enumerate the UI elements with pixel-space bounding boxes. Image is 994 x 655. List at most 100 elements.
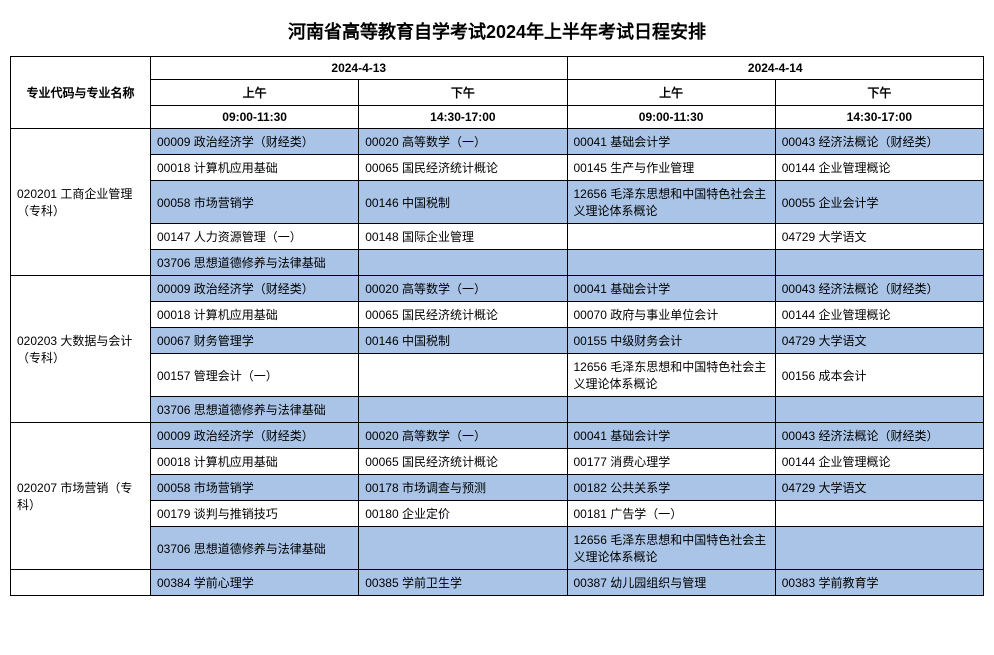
table-row: 00058 市场营销学00178 市场调查与预测00182 公共关系学04729… <box>11 475 984 501</box>
major-cell: 020203 大数据与会计（专科） <box>11 276 151 423</box>
course-cell: 00180 企业定价 <box>359 501 567 527</box>
course-cell: 00043 经济法概论（财经类） <box>775 129 983 155</box>
course-cell: 04729 大学语文 <box>775 475 983 501</box>
course-cell: 00156 成本会计 <box>775 354 983 397</box>
header-row-sessions: 上午 下午 上午 下午 <box>11 80 984 106</box>
course-cell: 00146 中国税制 <box>359 181 567 224</box>
session-header-3: 上午 <box>567 80 775 106</box>
course-cell: 00144 企业管理概论 <box>775 155 983 181</box>
schedule-table: 专业代码与专业名称 2024-4-13 2024-4-14 上午 下午 上午 下… <box>10 56 984 596</box>
table-row: 00018 计算机应用基础00065 国民经济统计概论00177 消费心理学00… <box>11 449 984 475</box>
course-cell: 00145 生产与作业管理 <box>567 155 775 181</box>
table-row: 00147 人力资源管理（一）00148 国际企业管理 04729 大学语文 <box>11 224 984 250</box>
course-cell <box>775 250 983 276</box>
course-cell: 00020 高等数学（一） <box>359 129 567 155</box>
major-cell: 020201 工商企业管理（专科） <box>11 129 151 276</box>
table-row: 020201 工商企业管理（专科）00009 政治经济学（财经类）00020 高… <box>11 129 984 155</box>
course-cell: 04729 大学语文 <box>775 224 983 250</box>
course-cell: 00146 中国税制 <box>359 328 567 354</box>
course-cell: 00058 市场营销学 <box>151 181 359 224</box>
course-cell: 00148 国际企业管理 <box>359 224 567 250</box>
course-cell: 00043 经济法概论（财经类） <box>775 423 983 449</box>
course-cell: 00178 市场调查与预测 <box>359 475 567 501</box>
course-cell: 12656 毛泽东思想和中国特色社会主义理论体系概论 <box>567 527 775 570</box>
course-cell <box>775 397 983 423</box>
table-row: 00018 计算机应用基础00065 国民经济统计概论00145 生产与作业管理… <box>11 155 984 181</box>
course-cell: 00147 人力资源管理（一） <box>151 224 359 250</box>
course-cell: 00041 基础会计学 <box>567 423 775 449</box>
course-cell: 00177 消费心理学 <box>567 449 775 475</box>
course-cell: 00385 学前卫生学 <box>359 570 567 596</box>
course-cell: 00070 政府与事业单位会计 <box>567 302 775 328</box>
course-cell: 00018 计算机应用基础 <box>151 155 359 181</box>
course-cell: 04729 大学语文 <box>775 328 983 354</box>
table-row: 00384 学前心理学00385 学前卫生学00387 幼儿园组织与管理0038… <box>11 570 984 596</box>
time-header-4: 14:30-17:00 <box>775 106 983 129</box>
course-cell: 03706 思想道德修养与法律基础 <box>151 527 359 570</box>
date-header-1: 2024-4-13 <box>151 57 568 80</box>
table-row: 03706 思想道德修养与法律基础 12656 毛泽东思想和中国特色社会主义理论体… <box>11 527 984 570</box>
header-row-dates: 专业代码与专业名称 2024-4-13 2024-4-14 <box>11 57 984 80</box>
table-row: 00157 管理会计（一） 12656 毛泽东思想和中国特色社会主义理论体系概论0… <box>11 354 984 397</box>
course-cell <box>359 527 567 570</box>
table-row: 03706 思想道德修养与法律基础 <box>11 397 984 423</box>
course-cell: 00009 政治经济学（财经类） <box>151 129 359 155</box>
table-body: 020201 工商企业管理（专科）00009 政治经济学（财经类）00020 高… <box>11 129 984 596</box>
course-cell: 00144 企业管理概论 <box>775 302 983 328</box>
course-cell: 12656 毛泽东思想和中国特色社会主义理论体系概论 <box>567 354 775 397</box>
table-row: 00179 谈判与推销技巧00180 企业定价00181 广告学（一） <box>11 501 984 527</box>
course-cell <box>359 397 567 423</box>
time-header-2: 14:30-17:00 <box>359 106 567 129</box>
course-cell: 00179 谈判与推销技巧 <box>151 501 359 527</box>
major-header: 专业代码与专业名称 <box>11 57 151 129</box>
table-row: 020203 大数据与会计（专科）00009 政治经济学（财经类）00020 高… <box>11 276 984 302</box>
course-cell: 00067 财务管理学 <box>151 328 359 354</box>
course-cell: 00058 市场营销学 <box>151 475 359 501</box>
table-row: 020207 市场营销（专科）00009 政治经济学（财经类）00020 高等数… <box>11 423 984 449</box>
course-cell: 00383 学前教育学 <box>775 570 983 596</box>
course-cell: 00157 管理会计（一） <box>151 354 359 397</box>
course-cell <box>775 527 983 570</box>
course-cell <box>567 397 775 423</box>
header-row-times: 09:00-11:30 14:30-17:00 09:00-11:30 14:3… <box>11 106 984 129</box>
course-cell: 00043 经济法概论（财经类） <box>775 276 983 302</box>
course-cell: 00055 企业会计学 <box>775 181 983 224</box>
course-cell: 00009 政治经济学（财经类） <box>151 276 359 302</box>
course-cell: 00181 广告学（一） <box>567 501 775 527</box>
course-cell: 00041 基础会计学 <box>567 129 775 155</box>
time-header-3: 09:00-11:30 <box>567 106 775 129</box>
course-cell: 00041 基础会计学 <box>567 276 775 302</box>
course-cell: 00065 国民经济统计概论 <box>359 302 567 328</box>
major-cell: 020207 市场营销（专科） <box>11 423 151 570</box>
table-row: 03706 思想道德修养与法律基础 <box>11 250 984 276</box>
course-cell: 00144 企业管理概论 <box>775 449 983 475</box>
course-cell: 00182 公共关系学 <box>567 475 775 501</box>
time-header-1: 09:00-11:30 <box>151 106 359 129</box>
course-cell <box>567 250 775 276</box>
page-title: 河南省高等教育自学考试2024年上半年考试日程安排 <box>10 10 984 56</box>
major-cell <box>11 570 151 596</box>
course-cell: 00065 国民经济统计概论 <box>359 449 567 475</box>
table-row: 00058 市场营销学00146 中国税制12656 毛泽东思想和中国特色社会主… <box>11 181 984 224</box>
course-cell: 03706 思想道德修养与法律基础 <box>151 250 359 276</box>
session-header-1: 上午 <box>151 80 359 106</box>
table-row: 00018 计算机应用基础00065 国民经济统计概论00070 政府与事业单位… <box>11 302 984 328</box>
course-cell: 00065 国民经济统计概论 <box>359 155 567 181</box>
course-cell: 00387 幼儿园组织与管理 <box>567 570 775 596</box>
course-cell: 00020 高等数学（一） <box>359 276 567 302</box>
course-cell: 12656 毛泽东思想和中国特色社会主义理论体系概论 <box>567 181 775 224</box>
course-cell: 00018 计算机应用基础 <box>151 449 359 475</box>
course-cell: 00020 高等数学（一） <box>359 423 567 449</box>
course-cell <box>775 501 983 527</box>
course-cell: 00384 学前心理学 <box>151 570 359 596</box>
course-cell: 00009 政治经济学（财经类） <box>151 423 359 449</box>
session-header-2: 下午 <box>359 80 567 106</box>
course-cell <box>359 354 567 397</box>
course-cell: 00018 计算机应用基础 <box>151 302 359 328</box>
course-cell: 03706 思想道德修养与法律基础 <box>151 397 359 423</box>
course-cell: 00155 中级财务会计 <box>567 328 775 354</box>
course-cell <box>359 250 567 276</box>
date-header-2: 2024-4-14 <box>567 57 984 80</box>
course-cell <box>567 224 775 250</box>
session-header-4: 下午 <box>775 80 983 106</box>
